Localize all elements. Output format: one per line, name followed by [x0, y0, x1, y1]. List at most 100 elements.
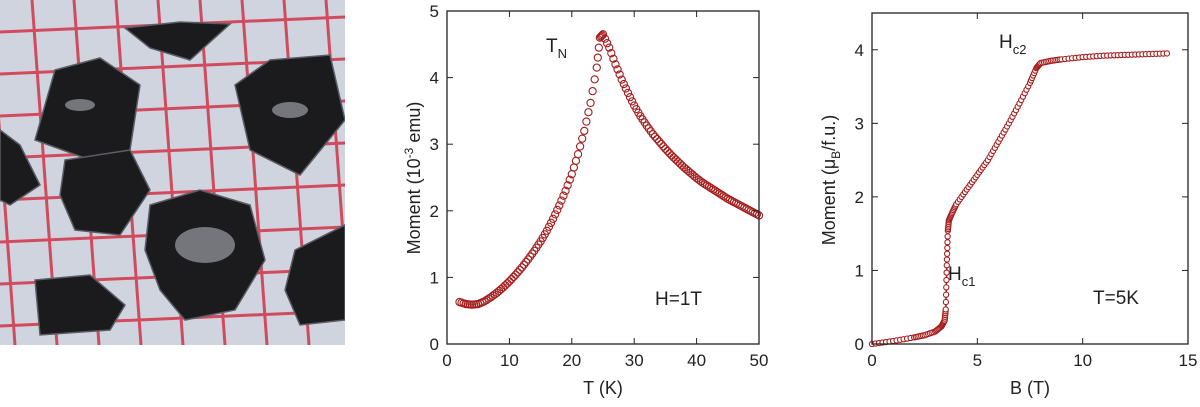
x-tick-label: 40: [687, 351, 706, 370]
data-point: [704, 182, 714, 191]
x-tick-label: 5: [973, 351, 982, 370]
data-point: [544, 222, 554, 231]
data-point: [702, 181, 712, 190]
data-point: [659, 142, 668, 151]
data-point: [696, 177, 705, 186]
crystal-flake: [59, 149, 151, 236]
data-point: [575, 142, 585, 151]
y-tick-label: 1: [430, 268, 439, 287]
data-point: [665, 149, 674, 158]
data-point: [663, 146, 672, 156]
y-tick-label: 0: [430, 335, 439, 354]
x-tick-label: 10: [1073, 351, 1092, 370]
hc2-annotation: Hc2: [999, 32, 1026, 57]
data-point: [657, 139, 666, 149]
x-tick-label: 20: [562, 351, 581, 370]
y-tick-label: 3: [855, 114, 864, 133]
chart-moment-vs-field: 0 5 10 15 0 1 2 3 4 B (T) Moment (μB/f.u.) Hc2 H…: [819, 12, 1198, 398]
data-point: [944, 233, 951, 240]
crystal-flake: [0, 129, 41, 206]
data-point: [607, 49, 616, 58]
data-point: [480, 297, 489, 306]
data-point: [709, 185, 718, 194]
data-point: [600, 34, 610, 43]
data-point: [482, 295, 491, 305]
temperature-annotation: T=5K: [1093, 288, 1139, 309]
data-point: [505, 277, 514, 286]
data-point: [503, 279, 512, 288]
chart-moment-vs-temperature: 0 10 20 30 40 50 0 1 2 3 4 5 T (K) Moment (10-3 emu…: [402, 2, 769, 398]
data-point: [509, 272, 518, 282]
y-axis-label: Moment (μB/f.u.): [819, 115, 843, 245]
data-point: [711, 186, 720, 195]
crystal-photo: [0, 0, 345, 345]
data-point: [652, 134, 662, 144]
data-point: [721, 193, 730, 202]
data-point: [557, 196, 566, 205]
data-point: [648, 130, 658, 139]
data-point: [717, 190, 726, 199]
y-tick-label: 2: [430, 202, 439, 221]
data-point: [609, 54, 618, 63]
data-point: [623, 88, 633, 98]
data-point: [650, 132, 660, 141]
data-point: [942, 291, 950, 298]
data-point: [551, 210, 560, 219]
tn-annotation: TN: [546, 36, 567, 61]
x-tick-label: 10: [500, 351, 519, 370]
data-point: [590, 75, 599, 84]
data-point: [559, 191, 568, 200]
y-tick-label: 4: [855, 41, 864, 60]
data-point: [511, 270, 520, 279]
data-point: [603, 39, 612, 48]
data-point: [943, 284, 950, 291]
crystal-flake: [123, 21, 232, 61]
y-tick-label: 0: [855, 335, 864, 354]
data-point: [553, 205, 562, 215]
data-point: [592, 63, 601, 72]
data-point: [943, 250, 951, 257]
data-point: [548, 214, 558, 223]
x-tick-label: 0: [442, 351, 451, 370]
data-point: [519, 260, 529, 269]
data-point: [944, 239, 951, 246]
data-point: [563, 181, 572, 190]
data-point: [700, 180, 710, 189]
data-point: [594, 43, 603, 52]
data-point: [567, 170, 576, 179]
data-point: [715, 189, 724, 198]
data-point: [943, 269, 950, 276]
data-point: [580, 126, 589, 136]
data-point: [707, 184, 716, 193]
data-point: [621, 84, 631, 93]
field-annotation: H=1T: [655, 289, 702, 310]
y-tick-label: 5: [430, 2, 439, 21]
data-point: [613, 65, 622, 74]
data-point: [655, 137, 664, 146]
data-point: [546, 218, 556, 227]
data-point: [582, 117, 591, 126]
y-tick-label: 1: [855, 261, 864, 280]
data-point: [942, 306, 949, 313]
data-point: [943, 276, 950, 284]
crystal-flake: [34, 274, 126, 336]
data-point: [542, 226, 551, 235]
data-point: [593, 53, 602, 62]
data-point: [617, 75, 626, 84]
data-point: [619, 79, 628, 89]
y-tick-label: 3: [430, 135, 439, 154]
y-tick-label: 2: [855, 188, 864, 207]
data-point: [571, 156, 581, 165]
data-point: [521, 257, 531, 267]
data-point: [943, 256, 951, 263]
data-point: [517, 263, 527, 272]
y-tick-label: 4: [430, 69, 439, 88]
data-point: [661, 144, 670, 154]
data-point: [584, 108, 593, 117]
x-tick-label: 50: [750, 351, 769, 370]
data-point: [713, 188, 722, 197]
data-point: [611, 60, 620, 69]
x-axis-label: B (T): [1010, 378, 1050, 398]
data-point: [569, 163, 579, 172]
x-tick-label: 15: [1179, 351, 1198, 370]
